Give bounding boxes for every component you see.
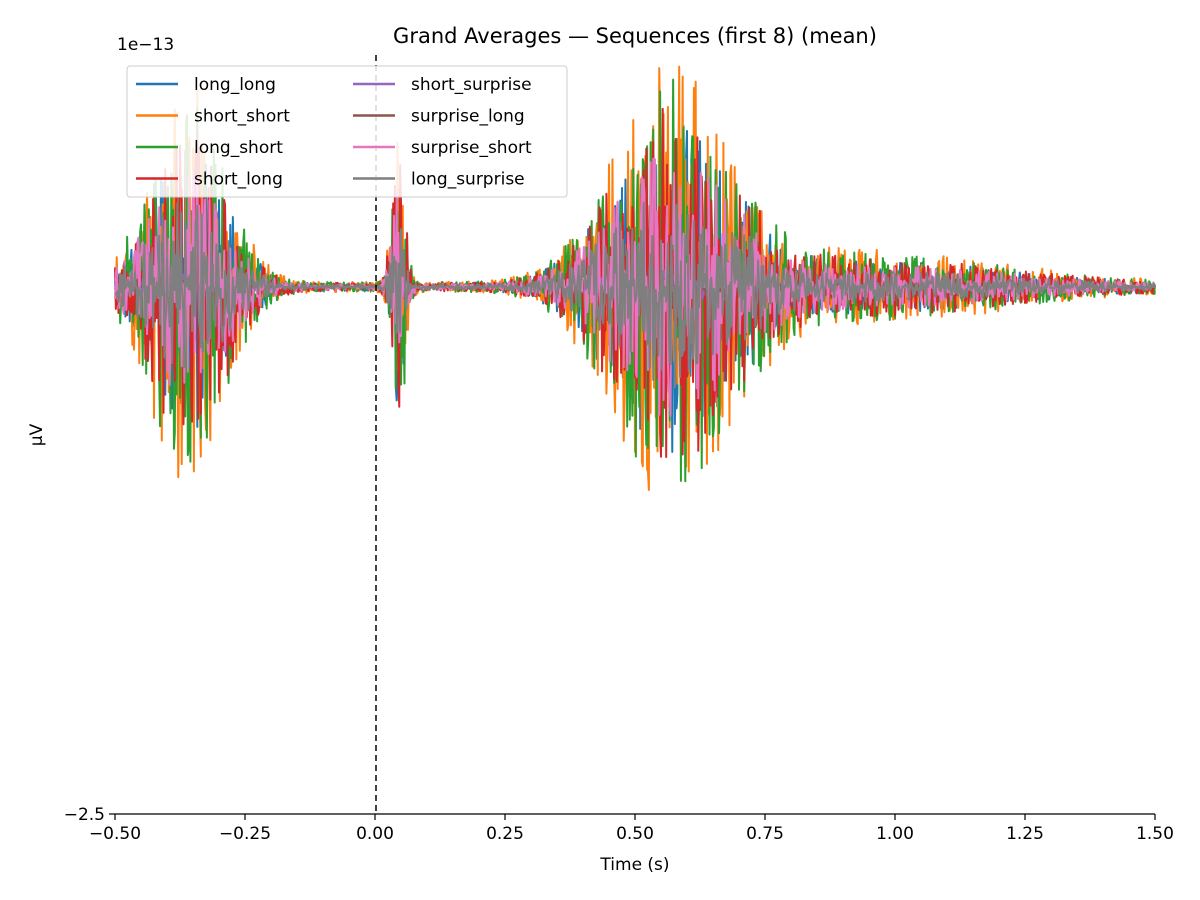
y-axis-label: µV [27, 423, 47, 446]
x-tick-label: 1.50 [1136, 824, 1174, 844]
legend: long_long short_short long_short short_long… [126, 65, 568, 198]
series-layer [114, 65, 1156, 491]
x-tick-label: −0.50 [89, 824, 141, 844]
legend-label-surprise-short: surprise_short [411, 138, 532, 158]
x-tick-label: 0.25 [486, 824, 524, 844]
x-tick-label: 1.25 [1006, 824, 1044, 844]
y-ticks: −2.5 [64, 805, 115, 825]
legend-label-short-long: short_long [194, 170, 283, 190]
legend-label-surprise-long: surprise_long [411, 107, 525, 127]
x-tick-label: 0.00 [356, 824, 394, 844]
x-tick-label: 0.75 [746, 824, 784, 844]
x-tick-label: 0.50 [616, 824, 654, 844]
legend-label-long-surprise: long_surprise [411, 170, 525, 190]
x-ticks: −0.50 −0.25 0.00 0.25 0.50 0.75 1.00 1.25 1.50 [89, 814, 1174, 844]
legend-label-short-surprise: short_surprise [411, 75, 532, 95]
legend-label-short-short: short_short [194, 107, 290, 127]
legend-label-long-long: long_long [194, 75, 276, 95]
x-tick-label: 1.00 [876, 824, 914, 844]
series-long-surprise-line [114, 201, 1156, 389]
y-offset-label: 1e−13 [117, 35, 174, 55]
x-tick-label: −0.25 [219, 824, 271, 844]
legend-frame [126, 65, 568, 198]
legend-label-long-short: long_short [194, 138, 283, 158]
chart-title: Grand Averages — Sequences (first 8) (me… [393, 24, 877, 48]
y-tick-label: −2.5 [64, 805, 105, 825]
x-axis-label: Time (s) [599, 855, 669, 875]
